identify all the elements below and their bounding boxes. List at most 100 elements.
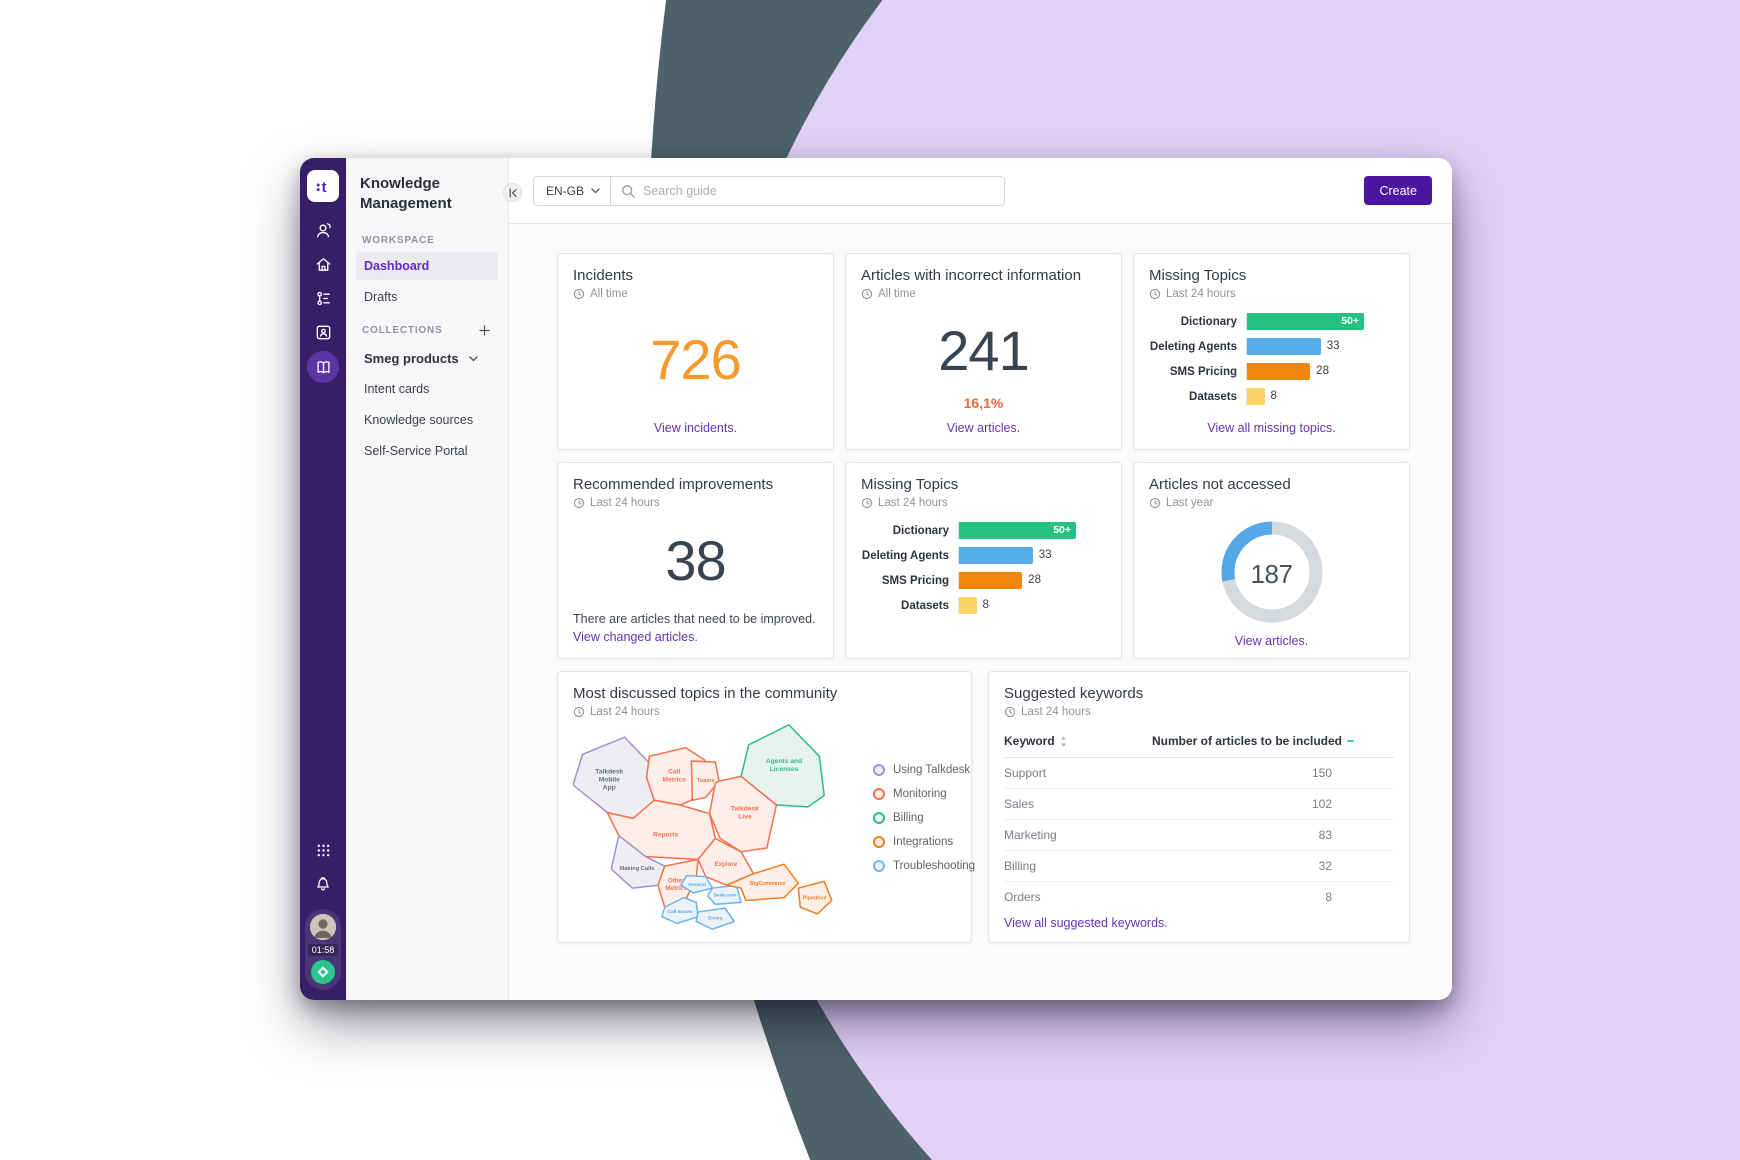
bar-category: SMS Pricing bbox=[881, 574, 949, 587]
sidebar-item-knowledge-sources[interactable]: Knowledge sources bbox=[364, 413, 474, 427]
card-period: Last 24 hours bbox=[573, 706, 956, 718]
apps-grid-icon[interactable] bbox=[308, 835, 338, 865]
card-period: Last 24 hours bbox=[861, 497, 1106, 509]
topic-polygon-teams[interactable] bbox=[690, 760, 720, 801]
bar bbox=[1247, 338, 1321, 355]
topic-label: Errors bbox=[708, 916, 723, 922]
user-avatar[interactable] bbox=[310, 914, 336, 940]
topic-label: Explore bbox=[714, 861, 737, 868]
bar-row: Datasets 8 bbox=[861, 597, 1106, 614]
view-changed-articles-link[interactable]: View changed articles. bbox=[573, 630, 698, 644]
collection-selector[interactable]: Smeg products bbox=[356, 344, 498, 375]
availability-status-icon[interactable] bbox=[311, 960, 335, 984]
collapse-sidebar-button[interactable] bbox=[503, 183, 522, 202]
card-incidents: Incidents All time 726 View incidents. bbox=[557, 253, 834, 450]
topic-label: Call Metrics bbox=[663, 768, 687, 783]
bar-row: Datasets 8 bbox=[1149, 388, 1394, 405]
card-suggested-keywords: Suggested keywords Last 24 hours Keyword bbox=[988, 671, 1410, 943]
keyword-name: Billing bbox=[1004, 859, 1037, 873]
clock-icon bbox=[1149, 497, 1161, 509]
keyword-name: Orders bbox=[1004, 890, 1041, 904]
profile-area: 01:58 bbox=[305, 909, 341, 990]
topic-polygon-bigcommerce[interactable] bbox=[725, 863, 800, 902]
bar-category: Dictionary bbox=[892, 524, 949, 537]
bar: 50+ bbox=[959, 522, 1076, 539]
sort-indicator[interactable] bbox=[1347, 740, 1354, 742]
card-title: Missing Topics bbox=[1149, 267, 1247, 284]
keyword-row[interactable]: Support 150 bbox=[1004, 758, 1394, 789]
community-topics-map-row: Talkdesk Mobile App Call Metrics Teams Agents … bbox=[572, 720, 975, 930]
view-articles-link[interactable]: View articles. bbox=[946, 421, 1021, 435]
keywords-table-body: Support 150 Sales 102 Marketing 83 Billing 32 Or… bbox=[1004, 758, 1394, 912]
keyword-row[interactable]: Billing 32 bbox=[1004, 851, 1394, 882]
bar-value: 33 bbox=[1038, 549, 1052, 561]
topic-label: Talkdesk Mobile App bbox=[595, 768, 623, 791]
keyword-row[interactable]: Sales 102 bbox=[1004, 789, 1394, 820]
talkdesk-logo[interactable]: t bbox=[307, 170, 339, 202]
contacts-icon[interactable] bbox=[308, 317, 338, 347]
notifications-bell-icon[interactable] bbox=[308, 869, 338, 899]
view-articles-link[interactable]: View articles. bbox=[1234, 634, 1309, 648]
missing-topics-bar-chart: Dictionary 50+ Deleting Agents 33 SMS Pricin… bbox=[861, 522, 1106, 614]
legend-item-billing: Billing bbox=[873, 812, 975, 824]
topic-label: Desk.com bbox=[714, 893, 737, 899]
card-recommended-improvements: Recommended improvements Last 24 hours 3… bbox=[557, 462, 834, 659]
bar-value: 8 bbox=[982, 599, 989, 611]
sidebar-item-dashboard[interactable]: Dashboard bbox=[356, 252, 498, 280]
legend-item-troubleshooting: Troubleshooting bbox=[873, 860, 975, 872]
recommended-note: There are articles that need to be impro… bbox=[573, 612, 816, 626]
sidebar-item-self-service-portal[interactable]: Self-Service Portal bbox=[364, 444, 468, 458]
chevron-down-icon bbox=[468, 355, 478, 361]
topic-polygon-call-metrics[interactable] bbox=[645, 746, 706, 806]
language-select[interactable]: EN-GB bbox=[534, 176, 612, 205]
card-period: All time bbox=[573, 288, 818, 300]
topic-map: Talkdesk Mobile App Call Metrics Teams Agents … bbox=[572, 724, 833, 930]
home-icon[interactable] bbox=[308, 249, 338, 279]
topic-map-container: Talkdesk Mobile App Call Metrics Teams Agents … bbox=[572, 720, 873, 930]
search-field bbox=[611, 177, 1004, 205]
sidebar-item-intent-cards[interactable]: Intent cards bbox=[364, 382, 430, 396]
sidebar-item-drafts[interactable]: Drafts bbox=[364, 290, 398, 304]
keywords-table-header: Keyword Number of articles to be include… bbox=[1004, 734, 1394, 758]
legend-swatch-icon bbox=[873, 788, 885, 800]
topic-polygon-pipedrive[interactable] bbox=[797, 880, 833, 915]
topic-label: Other Metrics bbox=[665, 877, 687, 891]
bar-track: 8 bbox=[1246, 388, 1364, 405]
topic-label: Teams bbox=[697, 778, 715, 784]
incidents-value: 726 bbox=[650, 328, 741, 391]
keyword-row[interactable]: Orders 8 bbox=[1004, 882, 1394, 912]
view-all-keywords-link[interactable]: View all suggested keywords. bbox=[1004, 916, 1168, 930]
legend-item-integrations: Integrations bbox=[873, 836, 975, 848]
bar-category: Deleting Agents bbox=[861, 549, 949, 562]
status-timer: 01:58 bbox=[307, 944, 339, 956]
view-incidents-link[interactable]: View incidents. bbox=[653, 421, 738, 435]
topic-label: BigCommerce bbox=[750, 881, 786, 887]
card-title: Articles with incorrect information bbox=[861, 267, 1082, 284]
knowledge-base-icon[interactable] bbox=[307, 351, 339, 383]
view-missing-topics-link[interactable]: View all missing topics. bbox=[1207, 421, 1336, 435]
app-icon-rail: t bbox=[300, 158, 346, 1000]
bar bbox=[959, 572, 1023, 589]
card-period: Last 24 hours bbox=[1004, 706, 1394, 718]
donut-center-value: 187 bbox=[1250, 559, 1293, 589]
topic-polygon-general[interactable] bbox=[680, 874, 714, 894]
card-missing-topics-1: Missing Topics Last 24 hours Dictionary 5… bbox=[1133, 253, 1410, 450]
topic-label: Reports bbox=[653, 832, 678, 839]
topic-polygon-errors[interactable] bbox=[695, 907, 736, 930]
keyword-row[interactable]: Marketing 83 bbox=[1004, 820, 1394, 851]
donut-chart bbox=[1221, 521, 1322, 623]
sort-icon[interactable] bbox=[1060, 736, 1067, 747]
bar-track: 33 bbox=[1246, 338, 1364, 355]
topic-label: Pipedrive bbox=[803, 896, 827, 902]
add-collection-button[interactable] bbox=[477, 323, 492, 338]
bar-row: Deleting Agents 33 bbox=[1149, 338, 1394, 355]
keyword-count: 8 bbox=[1325, 890, 1332, 904]
legend-label: Integrations bbox=[893, 836, 954, 848]
agent-assist-icon[interactable] bbox=[308, 215, 338, 245]
card-period: Last 24 hours bbox=[573, 497, 818, 509]
search-input[interactable] bbox=[643, 183, 994, 198]
workflow-icon[interactable] bbox=[308, 283, 338, 313]
create-button[interactable]: Create bbox=[1364, 176, 1432, 205]
legend-label: Billing bbox=[893, 812, 924, 824]
